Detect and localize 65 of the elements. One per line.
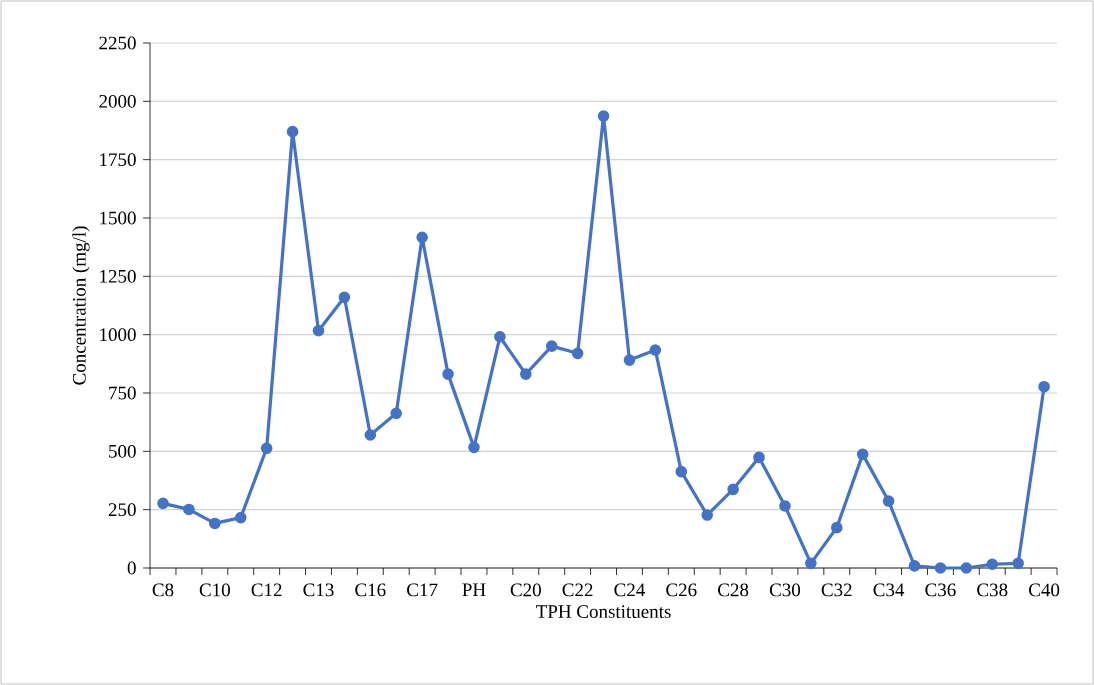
point xyxy=(390,407,403,420)
x-tick-label: PH xyxy=(462,583,486,596)
x-tick-label: C12 xyxy=(251,583,282,597)
point xyxy=(934,562,947,574)
point xyxy=(1012,557,1024,570)
point xyxy=(338,291,351,304)
x-tick-label: C10 xyxy=(199,583,230,597)
point xyxy=(675,465,688,478)
x-tick-label: C13 xyxy=(303,583,334,597)
point xyxy=(779,500,791,512)
point xyxy=(209,517,221,530)
point xyxy=(364,429,377,441)
y-tick-label: 250 xyxy=(108,503,136,517)
x-tick-label: C28 xyxy=(718,583,749,597)
x-tick-label: C8 xyxy=(152,583,174,597)
point xyxy=(545,340,558,352)
point xyxy=(234,511,247,524)
point xyxy=(701,509,714,521)
point xyxy=(830,521,843,534)
y-tick-label: 750 xyxy=(109,386,136,400)
point xyxy=(571,347,584,360)
point xyxy=(986,558,999,571)
point xyxy=(908,560,921,572)
x-tick-label: C26 xyxy=(666,583,697,597)
y-tick-label: 1250 xyxy=(100,269,136,283)
y-tick-label: 2000 xyxy=(99,94,136,108)
y-axis-title: Concentration (mg/l) xyxy=(72,226,90,385)
x-axis-title: TPH Constituents xyxy=(536,605,671,618)
point xyxy=(260,442,273,455)
y-tick-label: 0 xyxy=(127,561,136,575)
y-tick-label: 1000 xyxy=(100,328,136,342)
x-tick-label: C34 xyxy=(873,583,905,597)
x-tick-label: C30 xyxy=(769,583,801,597)
point xyxy=(157,497,169,510)
y-tick-label: 500 xyxy=(109,444,136,458)
point xyxy=(727,483,739,496)
point xyxy=(960,562,973,574)
point xyxy=(468,441,480,454)
point xyxy=(753,451,765,464)
point xyxy=(649,344,662,356)
x-tick-label: C36 xyxy=(925,583,956,597)
point xyxy=(416,231,428,244)
point xyxy=(856,448,869,461)
point xyxy=(183,503,195,516)
y-tick-label: 2250 xyxy=(99,36,136,50)
y-tick-label: 1750 xyxy=(100,153,136,167)
point xyxy=(286,125,299,138)
point xyxy=(882,495,895,507)
x-tick-label: C38 xyxy=(977,583,1008,597)
x-tick-label: C22 xyxy=(562,583,593,597)
x-tick-label: C24 xyxy=(614,583,645,597)
point xyxy=(623,354,636,366)
point xyxy=(442,368,454,380)
point xyxy=(1038,380,1050,393)
point xyxy=(597,110,610,122)
point xyxy=(312,324,325,337)
point xyxy=(805,557,817,570)
point xyxy=(494,330,506,343)
x-tick-label: C40 xyxy=(1029,583,1060,597)
x-tick-label: C32 xyxy=(821,583,852,597)
x-tick-label: C16 xyxy=(355,583,386,597)
point xyxy=(520,368,532,380)
x-tick-label: C17 xyxy=(407,583,438,597)
x-tick-label: C20 xyxy=(510,583,541,597)
y-tick-label: 1500 xyxy=(100,211,136,225)
